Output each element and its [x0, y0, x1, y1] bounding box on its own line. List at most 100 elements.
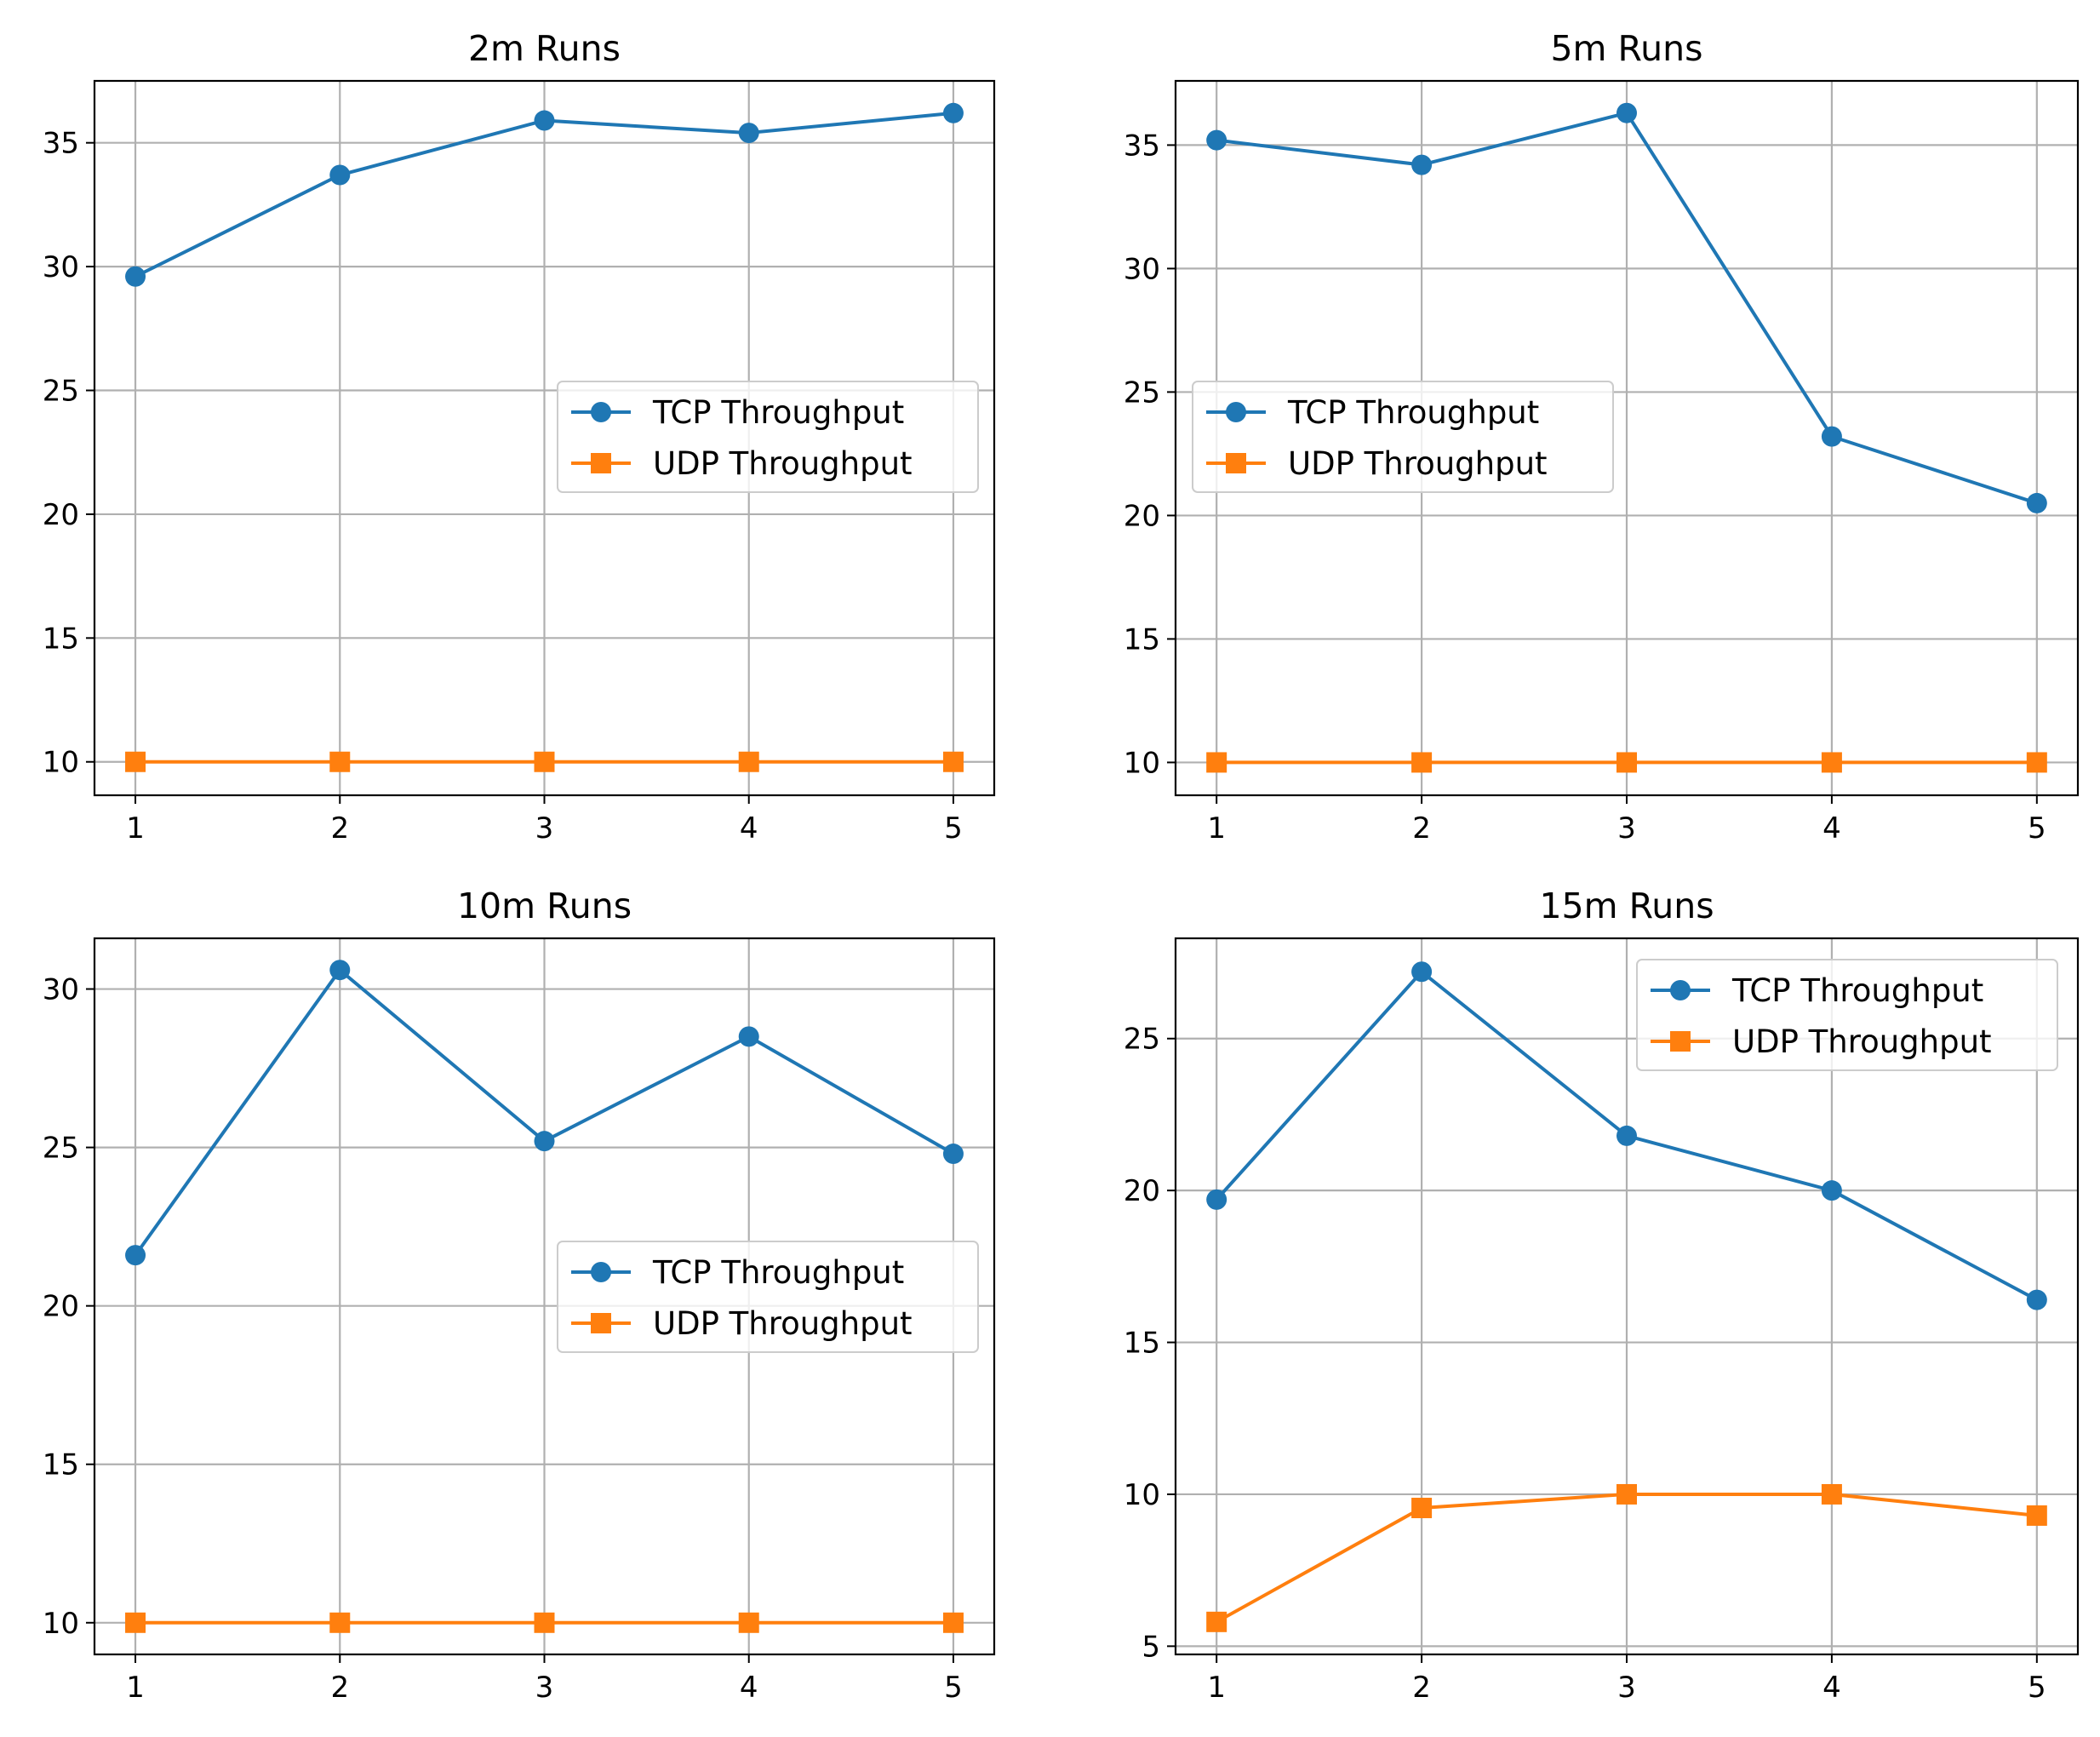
legend-label-tcp: TCP Throughput [652, 1254, 904, 1291]
tcp-data-point [738, 1026, 759, 1047]
x-tick-label: 3 [1617, 811, 1636, 846]
udp-data-point [1821, 752, 1842, 773]
y-tick-label: 15 [1124, 622, 1160, 656]
y-tick-label: 30 [1124, 252, 1160, 286]
legend-label-udp: UDP Throughput [1732, 1023, 1992, 1060]
udp-data-point [942, 1612, 964, 1633]
legend-marker-udp [591, 1313, 611, 1333]
y-tick-label: 25 [43, 1132, 79, 1166]
y-tick-label: 20 [1124, 1174, 1160, 1208]
udp-data-point [738, 751, 759, 772]
tcp-data-point [1616, 102, 1637, 123]
y-tick-label: 25 [1124, 375, 1160, 410]
y-tick-label: 10 [1124, 746, 1160, 780]
legend: TCP Throughput UDP Throughput [557, 381, 979, 493]
x-tick-label: 1 [1207, 811, 1226, 846]
legend-frame [557, 381, 979, 493]
plot-data [125, 960, 964, 1633]
x-tick-label: 5 [944, 1671, 963, 1705]
udp-data-point [125, 1612, 146, 1633]
subplot-5m-runs: 5m Runs 1 2 3 4 5 10 15 20 25 30 35 TCP Throughput… [1124, 28, 2080, 846]
subplot-title: 15m Runs [1539, 886, 1714, 926]
tcp-data-point [534, 110, 555, 131]
ticks: 1 2 3 4 5 10 15 20 25 30 35 [1124, 79, 2080, 846]
tcp-data-point [534, 1131, 555, 1152]
legend-label-tcp: TCP Throughput [1731, 972, 1983, 1009]
legend-label-tcp: TCP Throughput [652, 394, 904, 431]
ticks: 1 2 3 4 5 5 10 15 20 25 [1124, 937, 2080, 1705]
y-tick-label: 15 [1124, 1327, 1160, 1361]
y-tick-label: 20 [1124, 499, 1160, 533]
legend: TCP Throughput UDP Throughput [1192, 381, 1614, 493]
x-tick-label: 4 [1822, 811, 1841, 846]
subplot-2m-runs: 2m Runs 1 2 3 4 5 10 15 20 25 30 35 TCP Throughput… [43, 28, 996, 846]
plot-data [125, 102, 964, 772]
legend-frame [1636, 959, 2058, 1071]
tcp-data-point [329, 164, 351, 186]
udp-data-point [125, 751, 146, 772]
plot-data [1206, 102, 2047, 773]
legend-marker-tcp [591, 402, 611, 422]
legend-label-udp: UDP Throughput [653, 445, 913, 482]
legend-label-tcp: TCP Throughput [1287, 394, 1539, 431]
legend: TCP Throughput UDP Throughput [557, 1241, 979, 1353]
x-tick-label: 1 [1207, 1671, 1226, 1705]
x-tick-label: 2 [330, 1671, 349, 1705]
subplot-title: 10m Runs [457, 886, 632, 926]
udp-data-point [1411, 752, 1433, 773]
tcp-data-point [2026, 492, 2047, 513]
x-tick-label: 4 [1822, 1671, 1841, 1705]
x-tick-label: 2 [1412, 811, 1431, 846]
legend-marker-udp [1670, 1031, 1691, 1052]
udp-data-point [2026, 752, 2047, 773]
tcp-data-point [2026, 1289, 2047, 1310]
udp-data-point [1411, 1498, 1433, 1519]
legend-marker-udp [591, 453, 611, 473]
legend-frame [1192, 381, 1614, 493]
udp-data-point [329, 1612, 351, 1633]
subplot-title: 2m Runs [468, 28, 621, 69]
ticks: 1 2 3 4 5 10 15 20 25 30 35 [43, 79, 996, 846]
udp-data-point [534, 751, 555, 772]
x-tick-label: 2 [330, 811, 349, 846]
tcp-data-point [738, 123, 759, 144]
tcp-data-point [1411, 154, 1433, 175]
x-tick-label: 5 [944, 811, 963, 846]
tcp-data-point [1411, 961, 1433, 983]
tcp-data-point [1616, 1125, 1637, 1146]
subplot-title: 5m Runs [1550, 28, 1702, 69]
udp-data-point [1821, 1483, 1842, 1505]
tcp-data-point [329, 960, 351, 981]
x-tick-label: 1 [126, 811, 145, 846]
y-tick-label: 20 [43, 1290, 79, 1324]
legend-label-udp: UDP Throughput [1288, 445, 1548, 482]
legend-marker-tcp [591, 1262, 611, 1282]
udp-data-point [1616, 752, 1637, 773]
legend: TCP Throughput UDP Throughput [1636, 959, 2058, 1071]
tcp-data-point [125, 266, 146, 287]
y-tick-label: 5 [1142, 1630, 1160, 1664]
legend-marker-udp [1226, 453, 1246, 473]
axes-frame [1174, 937, 2080, 1656]
y-tick-label: 25 [43, 375, 79, 409]
y-tick-label: 25 [1124, 1023, 1160, 1057]
udp-data-point [942, 751, 964, 772]
y-tick-label: 20 [43, 498, 79, 532]
udp-data-point [1206, 752, 1227, 773]
udp-data-point [1616, 1483, 1637, 1505]
legend-label-udp: UDP Throughput [653, 1305, 913, 1342]
tcp-data-point [1206, 129, 1227, 151]
legend-marker-tcp [1226, 402, 1246, 422]
legend-frame [557, 1241, 979, 1353]
y-tick-label: 35 [43, 127, 79, 161]
legend-marker-tcp [1670, 980, 1691, 1000]
x-tick-label: 4 [740, 811, 758, 846]
y-tick-label: 30 [43, 250, 79, 284]
ticks: 1 2 3 4 5 10 15 20 25 30 [43, 937, 996, 1705]
tcp-data-point [942, 102, 964, 123]
tcp-data-point [1821, 1180, 1842, 1201]
y-tick-label: 10 [43, 746, 79, 780]
x-tick-label: 3 [535, 1671, 554, 1705]
y-tick-label: 10 [43, 1607, 79, 1641]
